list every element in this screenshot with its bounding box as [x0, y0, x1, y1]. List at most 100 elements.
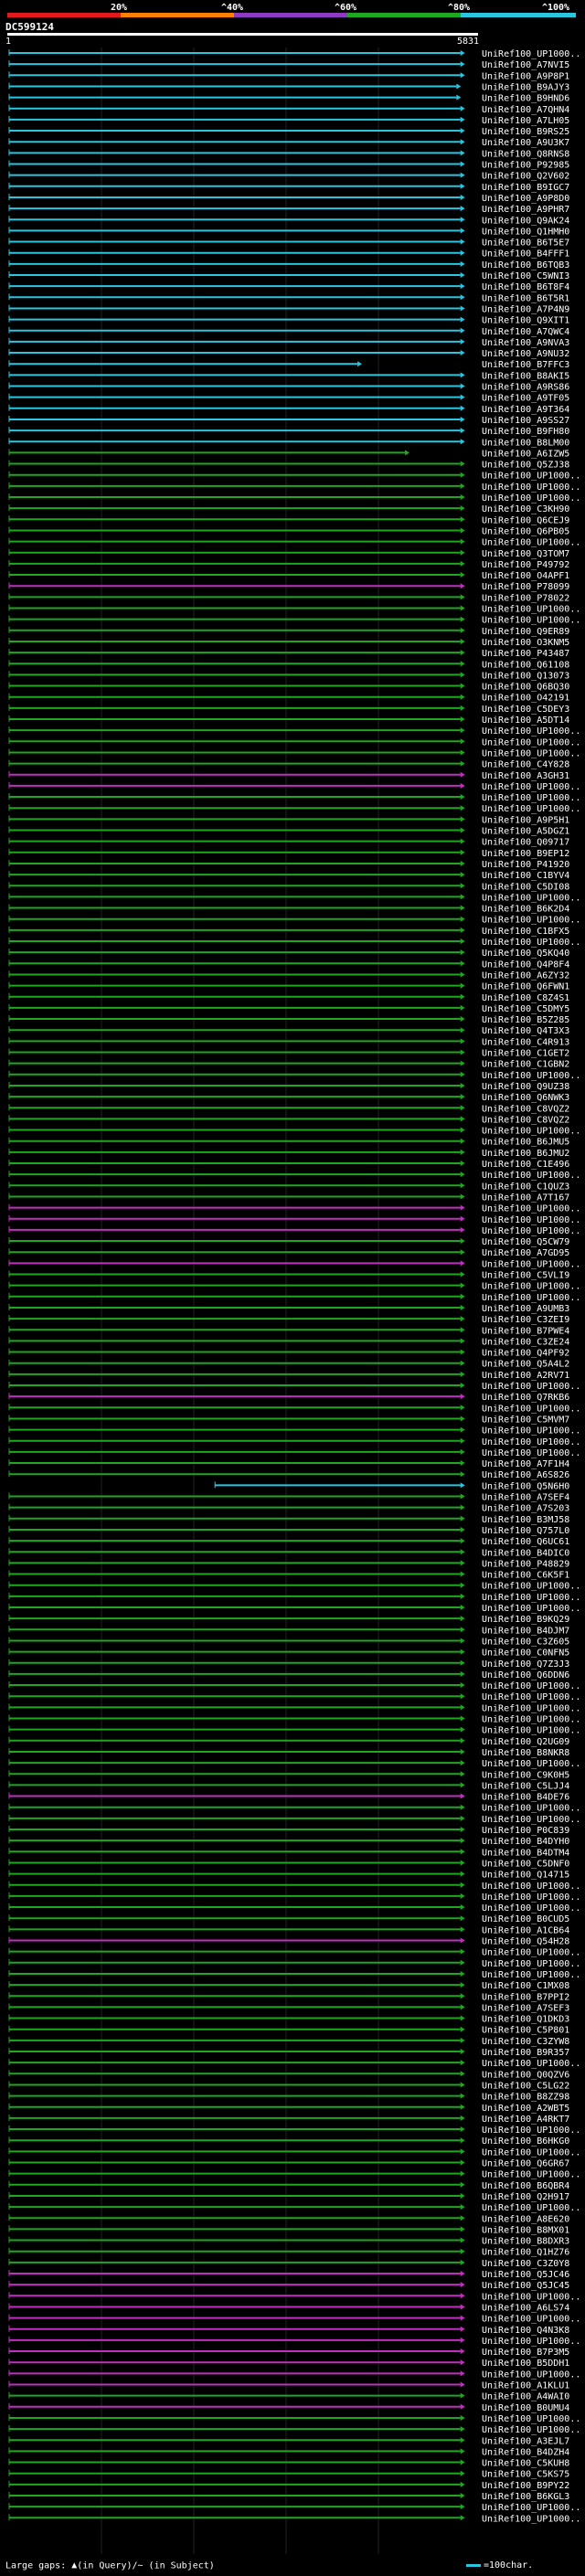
hit-label[interactable]: UniRef100_P49792 — [482, 560, 569, 570]
hit-label[interactable]: UniRef100_UP1000.. — [482, 938, 580, 948]
hit-label[interactable]: UniRef100_C1MX08 — [482, 1981, 569, 1991]
hit-label[interactable]: UniRef100_B6K2D4 — [482, 905, 569, 915]
hit-label[interactable]: UniRef100_P92985 — [482, 161, 569, 171]
hit-label[interactable]: UniRef100_UP1000.. — [482, 893, 580, 903]
hit-label[interactable]: UniRef100_B9FH80 — [482, 427, 569, 437]
hit-label[interactable]: UniRef100_B8MX01 — [482, 2225, 569, 2235]
hit-label[interactable]: UniRef100_Q9AK24 — [482, 216, 569, 226]
hit-label[interactable]: UniRef100_C6K5F1 — [482, 1571, 569, 1581]
hit-label[interactable]: UniRef100_Q4T3X3 — [482, 1026, 569, 1036]
hit-label[interactable]: UniRef100_B6T5E7 — [482, 239, 569, 249]
hit-label[interactable]: UniRef100_C5DNF0 — [482, 1859, 569, 1869]
hit-label[interactable]: UniRef100_A9P8P1 — [482, 71, 569, 81]
hit-label[interactable]: UniRef100_UP1000.. — [482, 1726, 580, 1736]
hit-label[interactable]: UniRef100_B9KQ29 — [482, 1615, 569, 1625]
hit-label[interactable]: UniRef100_Q13073 — [482, 671, 569, 681]
hit-label[interactable]: UniRef100_B6JMU2 — [482, 1149, 569, 1159]
hit-label[interactable]: UniRef100_Q5KQ40 — [482, 949, 569, 959]
hit-label[interactable]: UniRef100_C3Z0Y8 — [482, 2259, 569, 2269]
hit-label[interactable]: UniRef100_UP1000.. — [482, 1703, 580, 1713]
hit-label[interactable]: UniRef100_B8ZZ98 — [482, 2093, 569, 2103]
hit-label[interactable]: UniRef100_B9EP12 — [482, 849, 569, 859]
hit-label[interactable]: UniRef100_A9RS86 — [482, 383, 569, 393]
hit-label[interactable]: UniRef100_P78099 — [482, 582, 569, 592]
hit-label[interactable]: UniRef100_C1E496 — [482, 1160, 569, 1170]
hit-label[interactable]: UniRef100_Q2H917 — [482, 2192, 569, 2202]
hit-label[interactable]: UniRef100_C0NFN5 — [482, 1648, 569, 1659]
hit-label[interactable]: UniRef100_A7LH05 — [482, 116, 569, 126]
hit-label[interactable]: UniRef100_Q7RKB6 — [482, 1393, 569, 1403]
hit-label[interactable]: UniRef100_C1QUZ3 — [482, 1182, 569, 1192]
hit-label[interactable]: UniRef100_Q2V602 — [482, 172, 569, 182]
hit-label[interactable]: UniRef100_UP1000.. — [482, 916, 580, 926]
hit-label[interactable]: UniRef100_B4FFF1 — [482, 249, 569, 260]
hit-label[interactable]: UniRef100_UP1000.. — [482, 1903, 580, 1913]
hit-label[interactable]: UniRef100_UP1000.. — [482, 1127, 580, 1137]
hit-label[interactable]: UniRef100_A9NVA3 — [482, 338, 569, 348]
hit-label[interactable]: UniRef100_UP1000.. — [482, 1382, 580, 1392]
hit-label[interactable]: UniRef100_Q9ER89 — [482, 627, 569, 637]
hit-label[interactable]: UniRef100_C5LJJ4 — [482, 1781, 569, 1791]
hit-label[interactable]: UniRef100_UP1000.. — [482, 737, 580, 747]
hit-label[interactable]: UniRef100_C5KUH8 — [482, 2459, 569, 2469]
hit-label[interactable]: UniRef100_B6JMU5 — [482, 1138, 569, 1148]
hit-label[interactable]: UniRef100_C5LG22 — [482, 2081, 569, 2091]
hit-label[interactable]: UniRef100_A7P4N9 — [482, 304, 569, 314]
hit-label[interactable]: UniRef100_Q6NWK3 — [482, 1093, 569, 1103]
hit-label[interactable]: UniRef100_UP1000.. — [482, 1437, 580, 1447]
hit-label[interactable]: UniRef100_A9P5H1 — [482, 815, 569, 825]
hit-label[interactable]: UniRef100_A7QWC4 — [482, 327, 569, 337]
hit-label[interactable]: UniRef100_C5DEY3 — [482, 705, 569, 715]
hit-label[interactable]: UniRef100_Q6PB05 — [482, 526, 569, 536]
hit-label[interactable]: UniRef100_UP1000.. — [482, 793, 580, 803]
hit-label[interactable]: UniRef100_UP1000.. — [482, 2292, 580, 2302]
hit-label[interactable]: UniRef100_Q9XIT1 — [482, 316, 569, 326]
hit-label[interactable]: UniRef100_B0CUD5 — [482, 1914, 569, 1924]
hit-label[interactable]: UniRef100_B6QBR4 — [482, 2181, 569, 2191]
hit-label[interactable]: UniRef100_UP1000.. — [482, 1681, 580, 1691]
hit-label[interactable]: UniRef100_Q1DKD3 — [482, 2015, 569, 2025]
hit-label[interactable]: UniRef100_O3KNM5 — [482, 638, 569, 648]
hit-label[interactable]: UniRef100_Q6FWN1 — [482, 982, 569, 992]
hit-label[interactable]: UniRef100_A9UMB3 — [482, 1304, 569, 1314]
hit-label[interactable]: UniRef100_B9IGC7 — [482, 183, 569, 193]
hit-label[interactable]: UniRef100_C1GBN2 — [482, 1060, 569, 1070]
hit-label[interactable]: UniRef100_A1CB64 — [482, 1925, 569, 1935]
hit-label[interactable]: UniRef100_UP1000.. — [482, 1404, 580, 1414]
hit-label[interactable]: UniRef100_UP1000.. — [482, 472, 580, 482]
hit-label[interactable]: UniRef100_UP1000.. — [482, 1759, 580, 1769]
hit-label[interactable]: UniRef100_Q1HZ76 — [482, 2248, 569, 2258]
hit-label[interactable]: UniRef100_Q6GR67 — [482, 2159, 569, 2169]
hit-label[interactable]: UniRef100_Q9UZ38 — [482, 1082, 569, 1092]
hit-label[interactable]: UniRef100_A5DGZ1 — [482, 827, 569, 837]
hit-label[interactable]: UniRef100_UP1000.. — [482, 2514, 580, 2524]
hit-label[interactable]: UniRef100_B7FFC3 — [482, 360, 569, 370]
hit-label[interactable]: UniRef100_A7QHN4 — [482, 105, 569, 115]
hit-label[interactable]: UniRef100_UP1000.. — [482, 1215, 580, 1225]
hit-label[interactable]: UniRef100_B4DJM7 — [482, 1626, 569, 1636]
hit-label[interactable]: UniRef100_C4Y828 — [482, 760, 569, 770]
hit-label[interactable]: UniRef100_O4APF1 — [482, 571, 569, 581]
hit-label[interactable]: UniRef100_A9U3K7 — [482, 138, 569, 148]
hit-label[interactable]: UniRef100_Q09717 — [482, 838, 569, 848]
hit-label[interactable]: UniRef100_UP1000.. — [482, 1804, 580, 1814]
hit-label[interactable]: UniRef100_UP1000.. — [482, 2147, 580, 2157]
hit-label[interactable]: UniRef100_Q5ZJ38 — [482, 461, 569, 471]
hit-label[interactable]: UniRef100_C1BFX5 — [482, 927, 569, 937]
hit-label[interactable]: UniRef100_P43487 — [482, 649, 569, 659]
hit-label[interactable]: UniRef100_C4R913 — [482, 1037, 569, 1047]
hit-label[interactable]: UniRef100_A6ZY32 — [482, 970, 569, 981]
hit-label[interactable]: UniRef100_Q6DDN6 — [482, 1670, 569, 1680]
hit-label[interactable]: UniRef100_UP1000.. — [482, 482, 580, 493]
hit-label[interactable]: UniRef100_UP1000.. — [482, 1282, 580, 1292]
hit-label[interactable]: UniRef100_A7NVI5 — [482, 60, 569, 70]
hit-label[interactable]: UniRef100_UP1000.. — [482, 1593, 580, 1603]
hit-label[interactable]: UniRef100_A9T364 — [482, 405, 569, 415]
hit-label[interactable]: UniRef100_Q8RNS8 — [482, 149, 569, 159]
hit-label[interactable]: UniRef100_B7PPI2 — [482, 1992, 569, 2002]
hit-label[interactable]: UniRef100_UP1000.. — [482, 1948, 580, 1958]
hit-label[interactable]: UniRef100_C5DMY5 — [482, 1004, 569, 1014]
hit-label[interactable]: UniRef100_Q3TOM7 — [482, 549, 569, 559]
hit-label[interactable]: UniRef100_UP1000.. — [482, 1815, 580, 1825]
hit-label[interactable]: UniRef100_C8Z4S1 — [482, 993, 569, 1003]
